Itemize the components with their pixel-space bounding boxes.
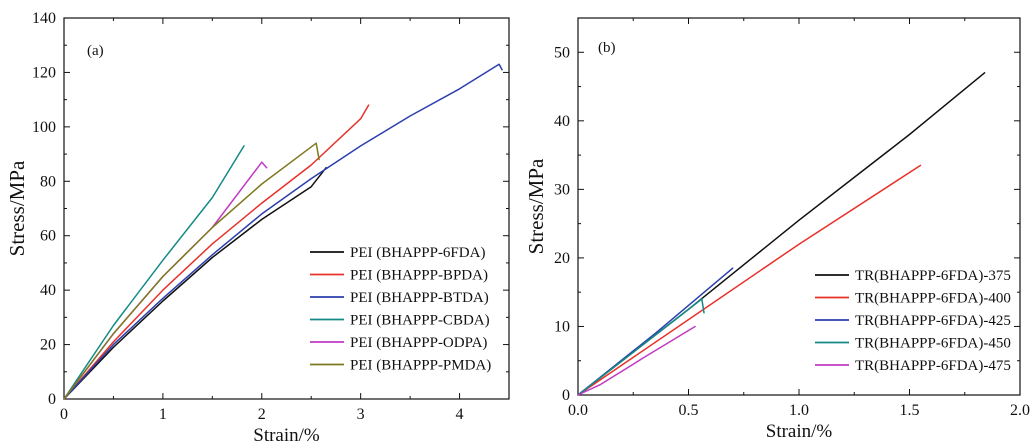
y-tick-label: 60 xyxy=(40,228,56,245)
y-tick-label: 0 xyxy=(48,391,56,408)
y-axis-label: Stress/MPa xyxy=(5,160,29,256)
x-axis-label: Strain/% xyxy=(766,421,833,442)
legend-label: PEI (BHAPPP-BTDA) xyxy=(350,290,489,306)
y-tick-label: 20 xyxy=(40,337,56,354)
series-line xyxy=(63,63,503,400)
legend-label: TR(BHAPPP-6FDA)-375 xyxy=(855,268,1011,284)
legend-label: PEI (BHAPPP-BPDA) xyxy=(350,268,488,284)
x-tick-label: 2 xyxy=(258,406,266,423)
x-tick-label: 0.0 xyxy=(568,402,588,419)
x-axis-label: Strain/% xyxy=(253,425,320,445)
x-tick-label: 1.0 xyxy=(789,402,809,419)
legend-label: PEI (BHAPPP-PMDA) xyxy=(350,358,491,374)
y-tick-label: 40 xyxy=(554,113,570,130)
x-tick-label: 4 xyxy=(456,406,464,423)
series-line xyxy=(63,142,320,400)
x-tick-label: 3 xyxy=(357,406,365,423)
legend-label: PEI (BHAPPP-CBDA) xyxy=(350,313,490,329)
panel-label: (b) xyxy=(598,40,616,56)
y-tick-label: 40 xyxy=(40,282,56,299)
legend-label: PEI (BHAPPP-ODPA) xyxy=(350,335,487,351)
x-tick-label: 2.0 xyxy=(1010,402,1030,419)
legend-label: PEI (BHAPPP-6FDA) xyxy=(350,245,485,261)
series-line xyxy=(63,145,245,400)
x-tick-label: 0 xyxy=(60,406,68,423)
y-tick-label: 50 xyxy=(554,44,570,61)
chart-panel-b: 0.0 0.5 1.0 1.5 2.0 0 10 20 30 40 50 Strain/% Stress… xyxy=(524,17,1030,442)
x-tick-label: 1 xyxy=(159,406,167,423)
legend-label: TR(BHAPPP-6FDA)-450 xyxy=(855,336,1011,352)
series-line xyxy=(577,325,696,396)
x-tick-label: 0.5 xyxy=(679,402,699,419)
series-line xyxy=(63,104,370,400)
y-tick-label: 0 xyxy=(562,387,570,404)
y-tick-label: 10 xyxy=(554,318,570,335)
y-tick-label: 80 xyxy=(40,173,56,190)
y-tick-label: 100 xyxy=(32,119,56,136)
legend-label: TR(BHAPPP-6FDA)-475 xyxy=(855,358,1011,374)
y-tick-label: 30 xyxy=(554,181,570,198)
x-tick-label: 1.5 xyxy=(900,402,920,419)
series-line xyxy=(577,164,922,396)
panel-label: (a) xyxy=(87,43,104,59)
series-line xyxy=(63,166,327,400)
legend-label: TR(BHAPPP-6FDA)-425 xyxy=(855,313,1011,329)
y-tick-label: 20 xyxy=(554,250,570,267)
y-tick-label: 120 xyxy=(32,64,56,81)
chart-panel-a: 0 1 2 3 4020406080100120140Strain/%Stress/MP… xyxy=(5,10,510,445)
series-line xyxy=(577,267,734,396)
legend-label: TR(BHAPPP-6FDA)-400 xyxy=(855,291,1011,307)
y-axis-label: Stress/MPa xyxy=(524,158,548,254)
y-tick-label: 140 xyxy=(32,10,56,27)
series-line xyxy=(577,298,705,396)
